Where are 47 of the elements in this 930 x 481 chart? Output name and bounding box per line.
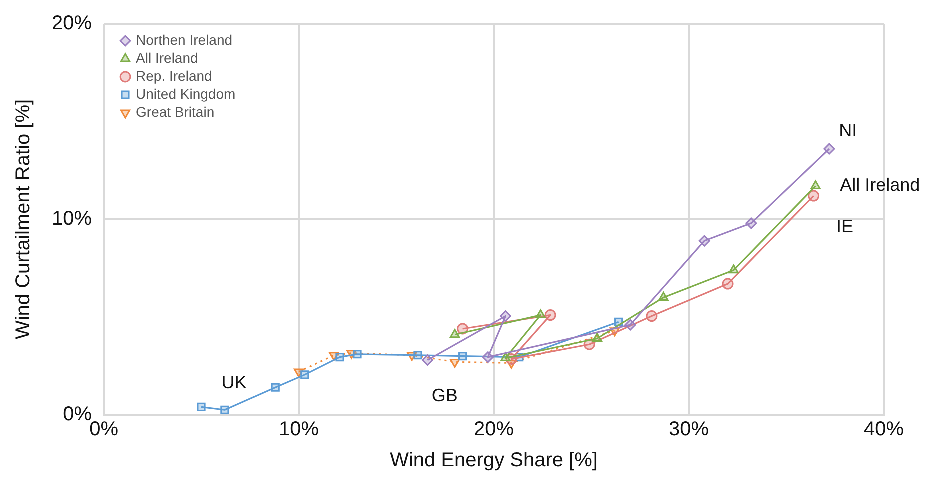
x-axis-title: Wind Energy Share [%] <box>390 450 598 472</box>
annotation: All Ireland <box>840 175 920 196</box>
annotation: NI <box>839 120 858 140</box>
x-tick-label: 40% <box>864 418 904 441</box>
point <box>450 358 460 368</box>
point <box>422 354 434 366</box>
x-tick-label: 20% <box>474 418 514 441</box>
point <box>458 352 468 361</box>
point <box>220 406 230 414</box>
point <box>300 370 310 380</box>
y-tick-label: 20% <box>52 12 92 35</box>
annotation: UK <box>222 372 247 393</box>
point <box>728 264 739 274</box>
point <box>824 143 836 155</box>
point <box>658 292 669 301</box>
y-axis-title: Wind Curtailment Ratio [%] <box>12 99 35 340</box>
x-tick-label: 30% <box>668 418 710 441</box>
point <box>592 333 602 342</box>
y-tick-label: 10% <box>52 208 92 230</box>
point <box>450 329 460 338</box>
point <box>353 350 362 359</box>
legend-label: Northen Ireland <box>136 32 233 48</box>
point <box>544 310 556 322</box>
point <box>698 235 710 247</box>
point <box>197 402 206 412</box>
annotation: IE <box>836 216 854 236</box>
point <box>722 278 734 290</box>
point <box>808 190 820 202</box>
x-tick-label: 10% <box>279 418 320 441</box>
point <box>810 180 821 190</box>
point <box>414 351 422 360</box>
legend-label: All Ireland <box>136 50 198 66</box>
x-tick-label: 0% <box>90 418 119 441</box>
point <box>746 218 758 230</box>
annotation: GB <box>432 386 458 406</box>
point <box>482 352 494 364</box>
legend-label: Rep. Ireland <box>136 68 212 84</box>
point <box>500 352 511 362</box>
legend-label: Great Britain <box>136 104 215 120</box>
point <box>500 310 512 322</box>
point <box>271 383 280 392</box>
point <box>624 319 636 331</box>
point <box>336 353 344 362</box>
point <box>646 310 658 322</box>
point <box>536 310 546 319</box>
legend-label: United Kingdom <box>136 86 236 102</box>
point <box>294 368 304 378</box>
